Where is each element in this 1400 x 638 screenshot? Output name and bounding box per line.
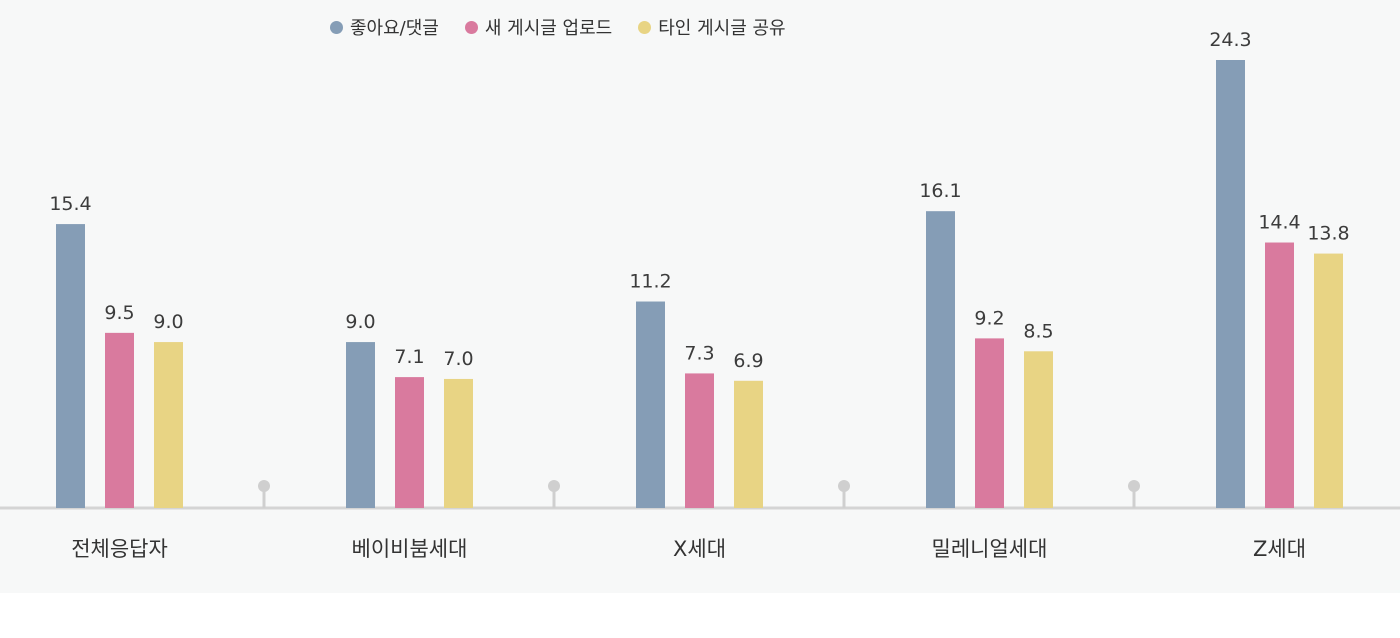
bar-chart: 15.4 9.5 9.0 전체응답자 9.0 7.1 7.0 베이비붐세대 11.2 7.3 6.9… [0,29,1400,561]
group-separator-dot [838,480,850,492]
data-label: 11.2 [629,271,671,293]
bar [154,342,183,508]
bar [1216,60,1245,508]
legend-label-share-others-post: 타인 게시글 공유 [658,18,786,39]
data-label: 15.4 [49,193,91,215]
bar [444,378,473,508]
data-label: 16.1 [919,180,961,202]
legend-dot-share-others-post [638,20,652,34]
data-label: 9.2 [974,307,1004,329]
legend-label-likes-comments: 좋아요/댓글 [350,18,439,39]
category-label: 밀레니얼세대 [932,537,1048,561]
legend-label-new-post-upload: 새 게시글 업로드 [484,18,613,39]
category-label: 베이비붐세대 [352,537,468,561]
bar [56,224,85,508]
data-label: 6.9 [733,350,763,372]
bar [395,377,424,508]
bar [926,211,955,509]
legend-dot-new-post-upload [464,20,478,34]
legend-item-likes-comments: 좋아요/댓글 [330,14,439,40]
data-label: 13.8 [1307,223,1349,245]
data-label: 8.5 [1023,320,1053,342]
bar [685,373,714,508]
data-label: 9.5 [104,302,134,324]
group-separator-dot [1128,480,1140,492]
data-label: 7.0 [443,348,473,370]
bar [636,301,665,508]
data-label: 14.4 [1258,212,1300,234]
data-label: 24.3 [1209,29,1251,51]
legend-item-share-others-post: 타인 게시글 공유 [638,14,786,40]
bar [346,342,375,508]
legend: 좋아요/댓글 새 게시글 업로드 타인 게시글 공유 [330,12,786,42]
bar [1024,351,1053,508]
bar [1265,242,1294,508]
category-label: Z세대 [1253,537,1306,561]
data-label: 9.0 [345,311,375,333]
bar [734,380,763,508]
bar [105,332,134,508]
group-separator-dot [258,480,270,492]
legend-item-new-post-upload: 새 게시글 업로드 [464,14,613,40]
category-label: X세대 [673,537,726,561]
legend-dot-likes-comments [330,20,343,34]
bar [975,338,1004,508]
group-separator-dot [548,480,560,492]
bar [1314,253,1343,508]
data-label: 7.1 [394,346,424,368]
category-label: 전체응답자 [71,537,168,561]
data-label: 7.3 [684,342,714,364]
chart-area: 좋아요/댓글 새 게시글 업로드 타인 게시글 공유 15.4 9.5 9.0 전체응… [0,12,1400,561]
data-label: 9.0 [153,311,183,333]
